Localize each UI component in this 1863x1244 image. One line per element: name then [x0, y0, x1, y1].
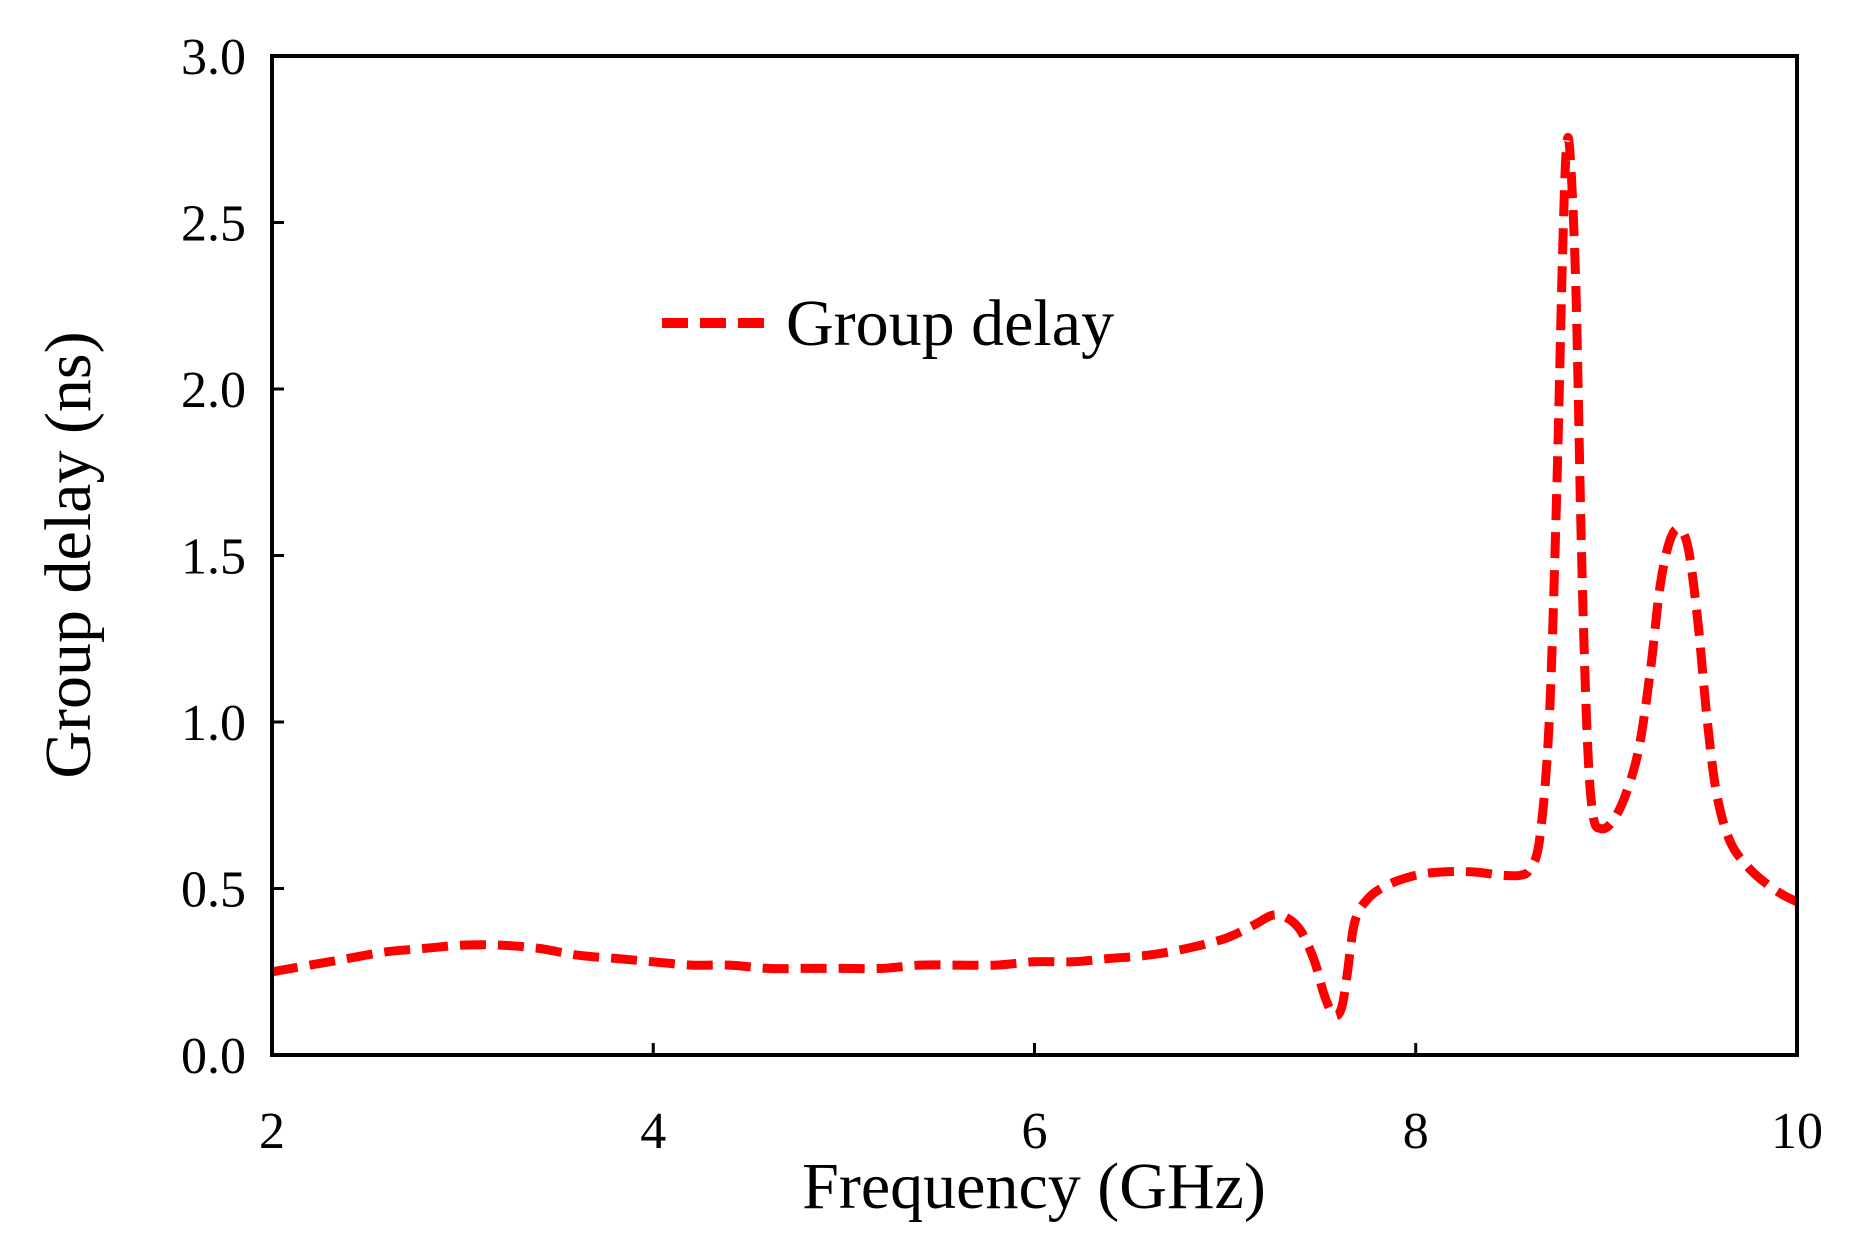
series-layer	[271, 133, 1800, 1021]
y-tick-label: 0.5	[181, 862, 246, 919]
y-tick-label: 1.5	[181, 529, 246, 586]
legend: Group delay	[662, 287, 1114, 360]
plot-area-frame	[270, 54, 1799, 1057]
y-tick-label: 2.0	[181, 362, 246, 419]
series-line-group-delay	[271, 133, 1800, 1021]
x-tick-label: 6	[1022, 1103, 1048, 1160]
x-axis-label: Frequency (GHz)	[802, 1150, 1266, 1223]
x-tick-label: 8	[1403, 1103, 1429, 1160]
y-tick-label: 3.0	[181, 29, 246, 86]
x-tick-label: 4	[640, 1103, 666, 1160]
x-tick-label: 2	[259, 1103, 285, 1160]
y-axis-label: Group delay (ns)	[32, 331, 105, 778]
legend-entry-label: Group delay	[786, 287, 1114, 360]
y-tick-label: 1.0	[181, 695, 246, 752]
axis-ticks: 2 4 6 8 10 0.0 0.5 1.0 1.5 2.0 2.5 3.0	[181, 29, 1823, 1160]
y-tick-label: 2.5	[181, 196, 246, 253]
x-tick-label: 10	[1771, 1103, 1823, 1160]
y-tick-label: 0.0	[181, 1028, 246, 1085]
